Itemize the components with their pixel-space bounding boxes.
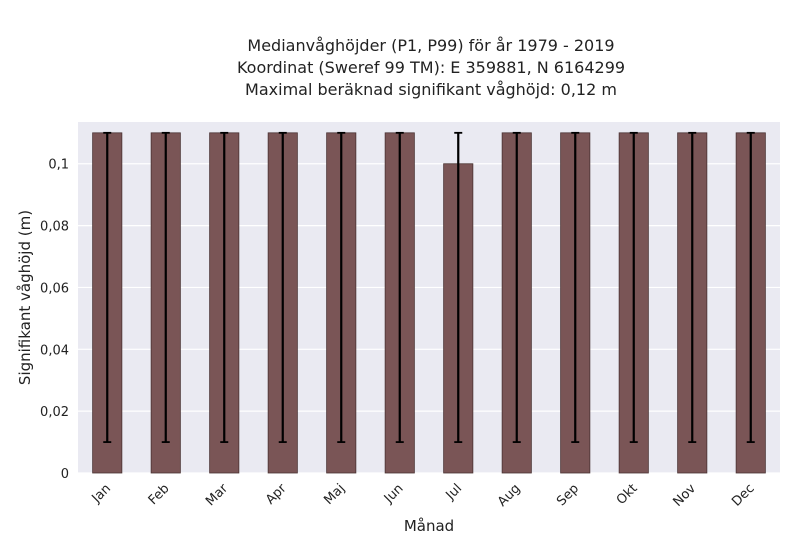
- grid-lines: [78, 163, 780, 474]
- x-axis-label: Månad: [404, 517, 454, 535]
- x-tick-label: Okt: [614, 481, 641, 508]
- x-tick-label: Nov: [671, 481, 700, 510]
- y-tick-label: 0,1: [48, 158, 69, 173]
- y-tick-label: 0,04: [40, 343, 69, 358]
- error-bars: [103, 131, 755, 443]
- y-axis-ticks: 0 0,02 0,04 0,06 0,08 0,1: [40, 158, 69, 482]
- x-tick-label: Aug: [495, 481, 524, 510]
- x-tick-label: Jul: [443, 481, 465, 503]
- x-tick-label: Dec: [729, 481, 757, 509]
- y-tick-label: 0: [61, 467, 69, 482]
- plot-area: [78, 122, 780, 473]
- chart-title-line: Koordinat (Sweref 99 TM): E 359881, N 61…: [237, 58, 625, 77]
- chart-title-line: Medianvåghöjder (P1, P99) för år 1979 - …: [247, 36, 614, 55]
- x-tick-label: Mar: [203, 481, 231, 509]
- x-tick-label: Feb: [146, 481, 173, 508]
- x-tick-label: Apr: [263, 481, 290, 508]
- y-tick-label: 0,08: [40, 220, 69, 235]
- y-tick-label: 0,02: [40, 405, 69, 420]
- x-tick-label: Maj: [321, 481, 348, 508]
- chart-title: Medianvåghöjder (P1, P99) för år 1979 - …: [237, 36, 625, 99]
- chart-title-line: Maximal beräknad signifikant våghöjd: 0,…: [245, 80, 617, 99]
- y-axis-label: Signifikant våghöjd (m): [16, 210, 34, 385]
- x-tick-label: Jan: [89, 481, 114, 506]
- x-axis-ticks: Jan Feb Mar Apr Maj Jun Jul Aug Sep Okt Nov Dec: [89, 481, 758, 510]
- x-tick-label: Sep: [554, 481, 582, 509]
- y-tick-label: 0,06: [40, 281, 69, 296]
- x-tick-label: Jun: [381, 481, 407, 507]
